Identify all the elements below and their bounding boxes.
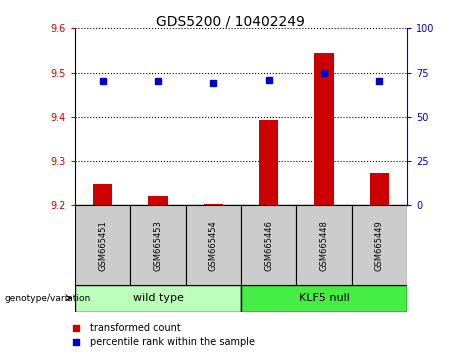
Bar	[93, 184, 112, 205]
Bar	[148, 196, 168, 205]
Text: transformed count: transformed count	[90, 323, 181, 333]
Text: GDS5200 / 10402249: GDS5200 / 10402249	[156, 14, 305, 28]
Text: wild type: wild type	[133, 293, 183, 303]
Text: GSM665454: GSM665454	[209, 220, 218, 270]
Bar	[370, 173, 389, 205]
Text: KLF5 null: KLF5 null	[299, 293, 349, 303]
Bar	[259, 120, 278, 205]
Bar	[241, 205, 296, 285]
Text: genotype/variation: genotype/variation	[5, 293, 91, 303]
Text: GSM665449: GSM665449	[375, 220, 384, 270]
Text: percentile rank within the sample: percentile rank within the sample	[90, 337, 255, 348]
Bar	[75, 285, 241, 312]
Bar	[204, 204, 223, 205]
Text: GSM665448: GSM665448	[319, 220, 329, 270]
Bar	[241, 285, 407, 312]
Text: GSM665446: GSM665446	[264, 220, 273, 270]
Bar	[314, 53, 334, 205]
Text: GSM665453: GSM665453	[154, 220, 163, 270]
Bar	[186, 205, 241, 285]
Text: GSM665451: GSM665451	[98, 220, 107, 270]
Bar	[75, 205, 130, 285]
Bar	[352, 205, 407, 285]
Bar	[130, 205, 186, 285]
Bar	[296, 205, 352, 285]
